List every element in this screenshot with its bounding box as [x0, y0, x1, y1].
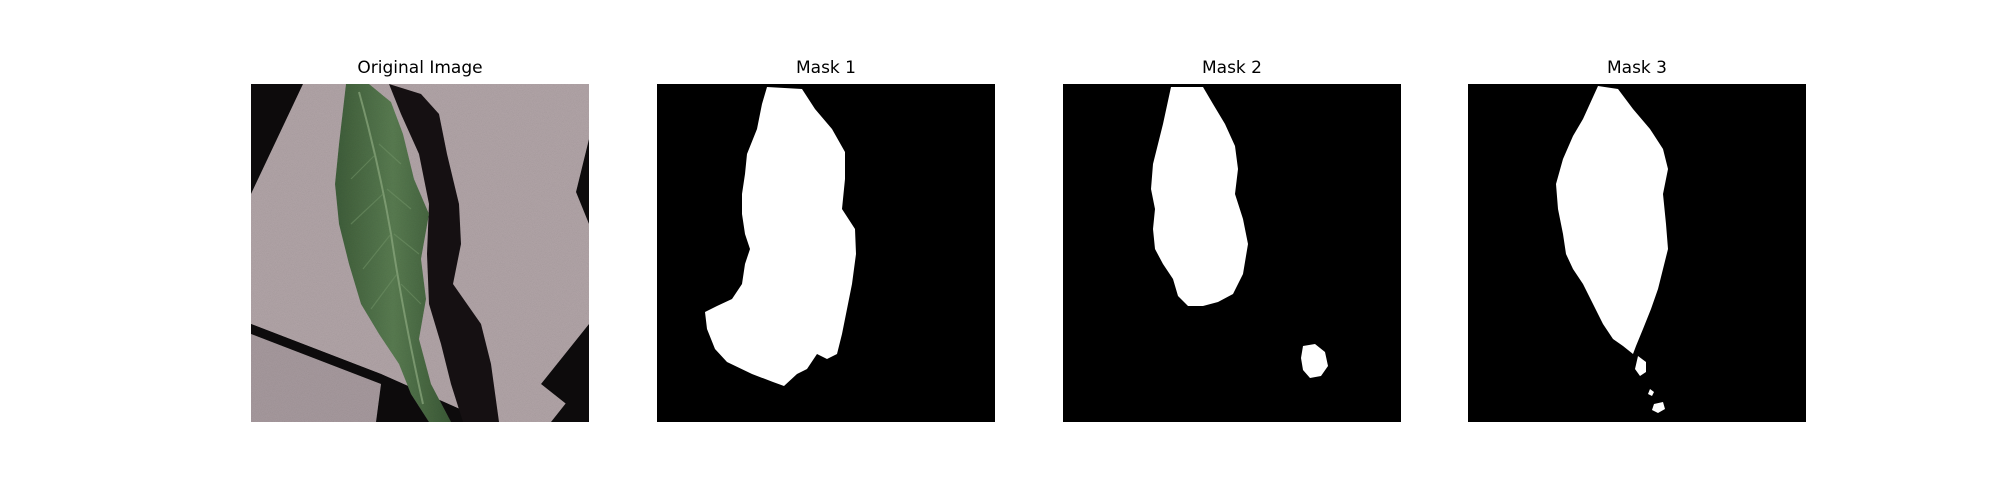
panel-original-image: Original Image	[251, 56, 589, 440]
mask-1-image	[657, 84, 995, 422]
mask-blob	[1648, 389, 1654, 396]
panel-mask-3: Mask 3	[1468, 56, 1806, 440]
mask-blob	[1652, 402, 1665, 413]
panel-title: Mask 3	[1606, 58, 1667, 78]
mask-region	[1151, 87, 1248, 306]
mask-region	[705, 87, 856, 386]
mask-region	[1556, 86, 1668, 354]
panel-mask-1: Mask 1	[657, 56, 995, 440]
panel-title: Original Image	[357, 58, 483, 78]
mask-blob	[1301, 344, 1328, 378]
panel-mask-2: Mask 2	[1063, 56, 1401, 440]
original-leaf-photo	[251, 84, 589, 422]
mask-2-image	[1063, 84, 1401, 422]
mask-blob	[1635, 356, 1646, 376]
mask-3-image	[1468, 84, 1806, 422]
panel-title: Mask 2	[1201, 58, 1262, 78]
panel-title: Mask 1	[795, 58, 856, 78]
